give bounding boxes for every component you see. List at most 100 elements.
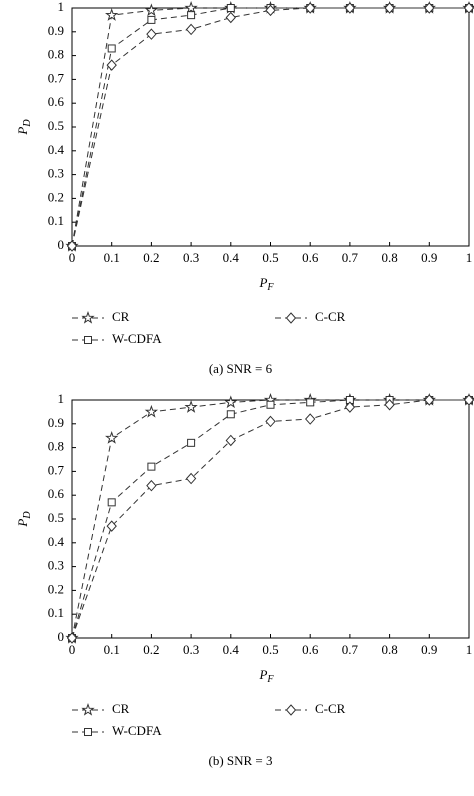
- series-line: [71, 7, 469, 247]
- marker-diamond: [463, 394, 474, 406]
- y-tick-label: 0.6: [48, 486, 65, 501]
- x-label-sub: F: [266, 282, 274, 293]
- y-tick-label: 1: [58, 391, 65, 406]
- x-tick-label: 0.4: [223, 642, 240, 657]
- marker-diamond: [384, 399, 395, 411]
- marker-diamond: [265, 4, 276, 17]
- marker-star: [144, 3, 159, 17]
- x-tick-label: 0.9: [421, 642, 437, 657]
- x-tick-label: 0.5: [262, 250, 278, 265]
- marker-square: [107, 498, 116, 507]
- marker-square: [147, 15, 156, 24]
- marker-diamond: [384, 2, 395, 14]
- x-tick-label: 0.3: [183, 250, 199, 265]
- marker-diamond: [106, 59, 117, 71]
- x-tick-label: 0.8: [381, 642, 397, 657]
- y-tick-label: 0.9: [48, 23, 64, 38]
- x-tick-label: 0.6: [302, 250, 319, 265]
- y-tick-label: 0.7: [48, 70, 65, 85]
- y-axis-label: PD: [15, 119, 33, 136]
- y-label-main: P: [15, 127, 30, 136]
- legend-marker: [285, 312, 297, 324]
- marker-diamond: [424, 394, 435, 406]
- marker-star: [184, 400, 198, 413]
- y-tick-label: 0.1: [48, 213, 64, 228]
- marker-star: [105, 8, 119, 21]
- marker-diamond: [424, 2, 435, 14]
- x-tick-label: 1: [466, 642, 473, 657]
- y-label-sub: D: [22, 511, 33, 520]
- marker-diamond: [344, 401, 356, 413]
- legend-label: W-CDFA: [112, 723, 162, 738]
- marker-square: [187, 438, 196, 447]
- marker-square: [107, 44, 116, 53]
- x-label-main: P: [258, 275, 267, 290]
- x-tick-label: 0.1: [104, 250, 120, 265]
- marker-diamond: [225, 11, 236, 24]
- series-line: [71, 399, 469, 639]
- x-tick-label: 0.2: [143, 642, 159, 657]
- legend-label: W-CDFA: [112, 331, 162, 346]
- x-tick-label: 0.9: [421, 250, 437, 265]
- x-label-main: P: [258, 667, 267, 682]
- marker-diamond: [185, 472, 197, 485]
- series-line: [71, 399, 469, 639]
- marker-diamond: [146, 28, 157, 40]
- legend-marker: [81, 702, 95, 716]
- y-tick-label: 0: [58, 629, 65, 644]
- marker-diamond: [265, 415, 276, 428]
- marker-star: [144, 404, 159, 418]
- x-axis-label: PF: [258, 667, 274, 685]
- series-line: [71, 399, 469, 639]
- marker-diamond: [463, 2, 474, 14]
- x-tick-label: 0.8: [381, 250, 397, 265]
- marker-square: [226, 410, 235, 419]
- marker-square: [147, 462, 156, 471]
- caption: (a) SNR = 6: [209, 361, 273, 376]
- x-tick-label: 0.4: [223, 250, 240, 265]
- marker-square: [226, 4, 235, 12]
- marker-diamond: [225, 434, 236, 447]
- legend-label: CR: [112, 309, 130, 324]
- marker-square: [187, 11, 196, 20]
- y-tick-label: 0.4: [48, 142, 65, 157]
- x-tick-label: 0.6: [302, 642, 319, 657]
- legend-marker: [84, 336, 92, 344]
- y-tick-label: 0.7: [48, 462, 65, 477]
- marker-star: [105, 431, 119, 444]
- marker-square: [266, 400, 275, 409]
- y-label-sub: D: [22, 119, 33, 128]
- x-tick-label: 0.3: [183, 642, 199, 657]
- legend-marker: [84, 728, 92, 736]
- y-tick-label: 0.2: [48, 581, 64, 596]
- legend-label: CR: [112, 701, 130, 716]
- marker-diamond: [185, 23, 197, 36]
- legend-label: C-CR: [315, 309, 346, 324]
- y-tick-label: 0.3: [48, 558, 64, 573]
- y-tick-label: 0.4: [48, 534, 65, 549]
- y-tick-label: 0.2: [48, 189, 64, 204]
- marker-diamond: [305, 2, 316, 14]
- y-tick-label: 0.9: [48, 415, 64, 430]
- y-tick-label: 0.8: [48, 47, 64, 62]
- series-line: [71, 7, 469, 247]
- x-tick-label: 0.1: [104, 642, 120, 657]
- y-tick-label: 0: [58, 237, 65, 252]
- y-tick-label: 0.5: [48, 510, 64, 525]
- plot-frame: [71, 399, 470, 639]
- marker-diamond: [305, 413, 316, 425]
- x-tick-label: 0.5: [262, 642, 278, 657]
- y-label-main: P: [15, 519, 30, 528]
- x-tick-label: 0.2: [143, 250, 159, 265]
- x-tick-label: 0.7: [342, 250, 359, 265]
- marker-diamond: [66, 240, 78, 252]
- x-tick-label: 0.7: [342, 642, 359, 657]
- marker-diamond: [344, 2, 356, 14]
- marker-star: [224, 395, 238, 409]
- marker-star: [184, 0, 198, 14]
- plot-frame: [71, 7, 470, 247]
- y-tick-label: 1: [58, 0, 65, 14]
- marker-diamond: [106, 520, 117, 532]
- legend-marker: [285, 704, 297, 716]
